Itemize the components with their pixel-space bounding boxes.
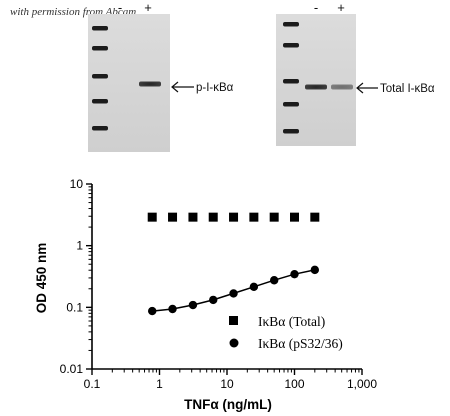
- blot-phospho-label: p-I-κBα: [196, 82, 234, 94]
- x-tick-label: 10: [220, 377, 234, 391]
- blot-total: - + Total I-κBα: [276, 0, 435, 146]
- blot-total-ladder-band: [283, 43, 299, 48]
- point-total: [208, 212, 218, 222]
- blot-phospho: - + p-I-κBα: [88, 0, 234, 152]
- point-phospho: [229, 289, 238, 298]
- x-tick-label: 100: [284, 377, 304, 391]
- point-total: [229, 212, 239, 222]
- y-tick-label: 0.01: [60, 362, 84, 376]
- y-axis-ticks: 0.01 0.1 1 10: [60, 177, 92, 376]
- blot-phospho-ladder-band: [92, 26, 108, 31]
- y-tick-label: 10: [70, 177, 84, 191]
- point-total: [188, 212, 198, 222]
- x-axis-title: TNFα (ng/mL): [184, 397, 272, 412]
- y-tick-label: 1: [76, 239, 83, 253]
- blot-phospho-ladder-band: [92, 99, 108, 104]
- point-phospho: [269, 276, 279, 285]
- point-phospho: [249, 282, 259, 292]
- point-phospho: [168, 304, 177, 314]
- blot-phospho-band-lane-2: [139, 81, 161, 87]
- legend-marker-phospho: [229, 338, 239, 348]
- point-total: [168, 212, 178, 222]
- y-axis-title: OD 450 nm: [34, 243, 49, 314]
- legend-label-total: IκBα (Total): [258, 314, 325, 329]
- blot-total-lane-plus: +: [337, 0, 345, 15]
- point-phospho: [290, 269, 299, 279]
- blot-phospho-ladder-band: [92, 126, 108, 131]
- blot-total-label: Total I-κBα: [380, 83, 435, 95]
- x-axis-ticks: 0.1 1 10 100 1,000: [84, 369, 377, 391]
- blot-phospho-lane-minus: -: [118, 0, 122, 15]
- x-tick-label: 1,000: [347, 377, 377, 391]
- blot-phospho-bands: [139, 81, 161, 87]
- point-total: [290, 212, 299, 222]
- blot-phospho-ladder-band: [92, 74, 108, 79]
- blot-total-arrow: [356, 82, 378, 94]
- x-tick-label: 0.1: [84, 377, 101, 391]
- blot-total-ladder-band: [283, 129, 299, 134]
- point-phospho: [310, 265, 320, 275]
- blot-total-band-lane-2: [331, 84, 353, 90]
- blot-total-band-lane-1: [305, 84, 327, 90]
- legend-marker-total: [229, 316, 238, 325]
- y-tick-label: 0.1: [66, 300, 83, 314]
- point-phospho: [209, 295, 218, 305]
- blot-total-lane-minus: -: [314, 0, 318, 15]
- point-total: [310, 212, 320, 222]
- point-total: [147, 212, 157, 222]
- blot-total-bands: [305, 84, 353, 90]
- blot-phospho-ladder-band: [92, 46, 108, 51]
- point-phospho: [148, 306, 157, 316]
- blot-phospho-ladder: [92, 26, 108, 131]
- x-tick-label: 1: [156, 377, 163, 391]
- blot-total-ladder-band: [283, 22, 299, 27]
- blot-total-ladder: [283, 22, 299, 134]
- blot-phospho-arrow: [171, 81, 194, 93]
- point-phospho: [188, 300, 198, 310]
- blot-total-ladder-band: [283, 79, 299, 84]
- blot-total-ladder-band: [283, 102, 299, 107]
- legend-label-phospho: IκBα (pS32/36): [258, 336, 343, 351]
- chart-marks: [147, 212, 320, 316]
- chart-legend: IκBα (Total) IκBα (pS32/36): [229, 314, 343, 351]
- point-total: [269, 212, 279, 222]
- blot-phospho-lane-plus: +: [144, 0, 152, 15]
- point-total: [249, 212, 259, 222]
